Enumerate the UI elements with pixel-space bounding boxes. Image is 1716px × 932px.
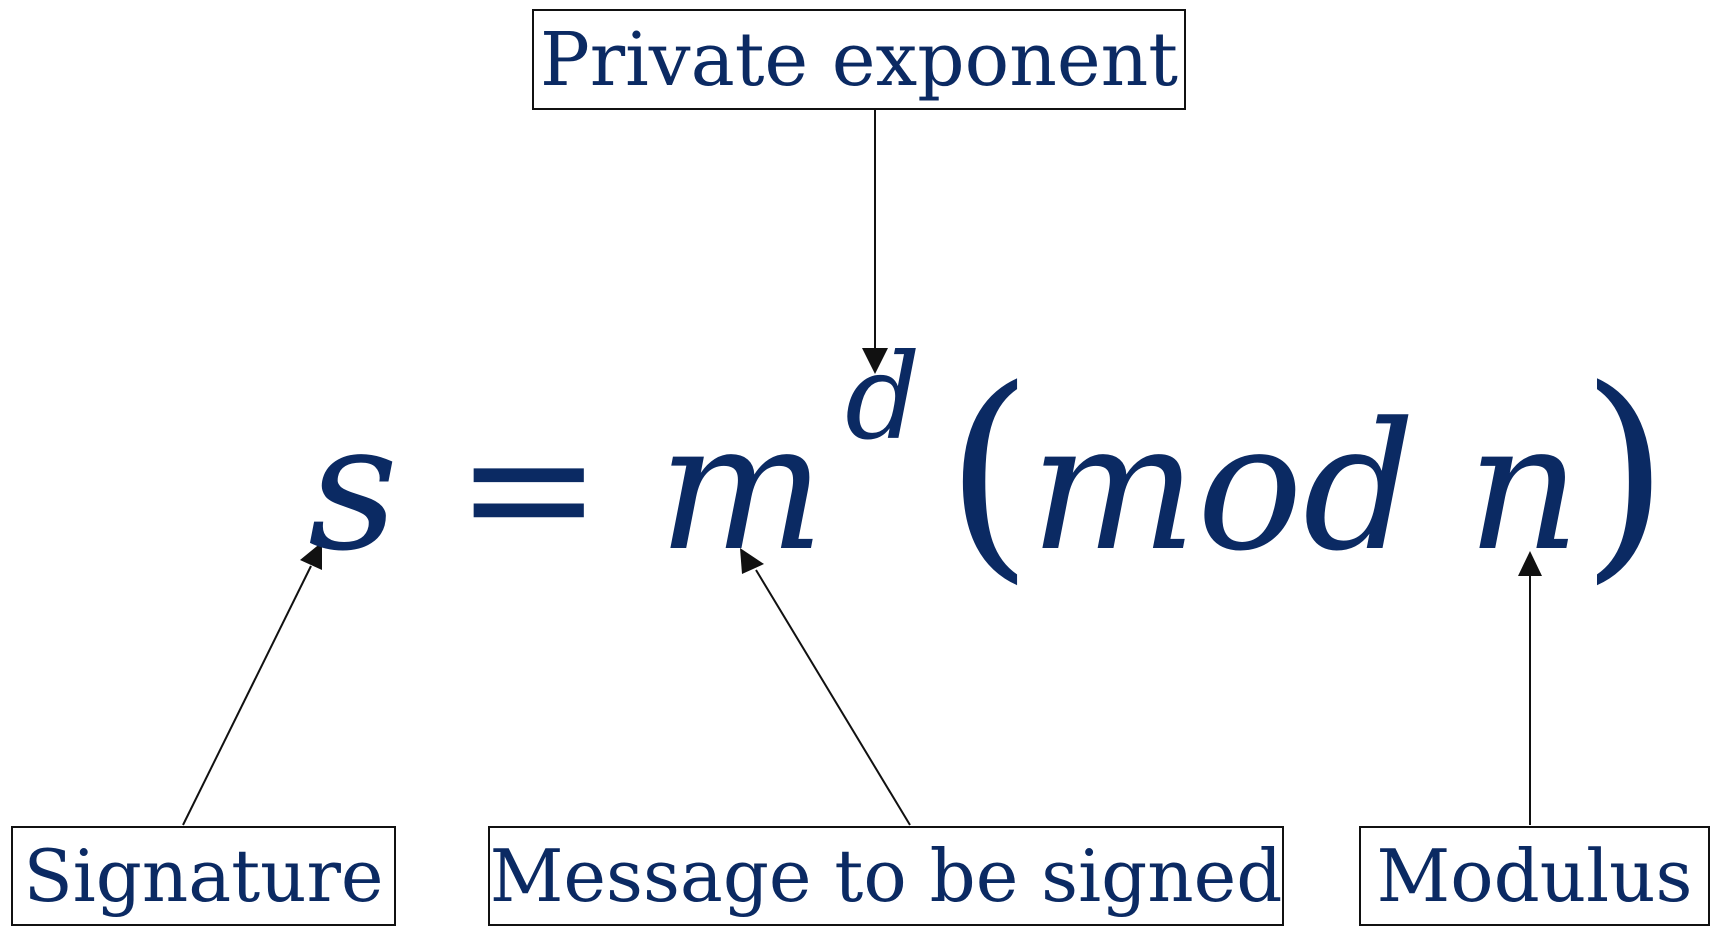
formula-message-m: m bbox=[658, 385, 825, 590]
signature-label-box: Signature bbox=[11, 826, 396, 926]
private-exponent-label: Private exponent bbox=[539, 16, 1179, 103]
arrow-message bbox=[755, 569, 911, 826]
formula-exponent-d: d bbox=[845, 328, 921, 466]
arrowhead-modulus bbox=[1518, 551, 1542, 576]
arrow-signature bbox=[182, 565, 312, 826]
formula-mod: mod bbox=[1030, 385, 1416, 590]
formula-modulus-n: n bbox=[1467, 385, 1581, 590]
message-label: Message to be signed bbox=[489, 834, 1283, 918]
signature-label: Signature bbox=[23, 834, 384, 918]
formula-signature-s: s bbox=[308, 385, 399, 590]
private-exponent-label-box: Private exponent bbox=[532, 9, 1186, 110]
arrowhead-message bbox=[740, 548, 764, 574]
modulus-label: Modulus bbox=[1376, 834, 1693, 918]
formula-open-paren: ( bbox=[945, 341, 1034, 604]
modulus-label-box: Modulus bbox=[1359, 826, 1710, 926]
message-label-box: Message to be signed bbox=[488, 826, 1284, 926]
arrowhead-signature bbox=[300, 542, 322, 570]
formula-equals: = bbox=[455, 385, 603, 590]
arrowhead-private-exponent bbox=[862, 348, 888, 374]
formula-close-paren: ) bbox=[1581, 341, 1670, 604]
